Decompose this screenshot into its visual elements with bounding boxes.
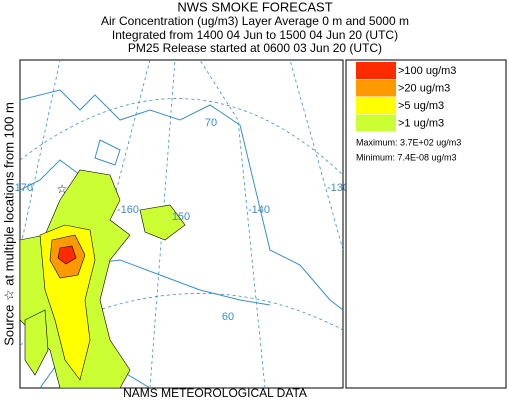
legend-swatch: [356, 62, 396, 79]
grid-label: 60: [222, 311, 234, 323]
minimum: Minimum: 7.4E-08 ug/m3: [356, 152, 457, 162]
legend-label: >100 ug/m3: [398, 65, 456, 77]
subtitle: PM25 Release started at 0600 03 Jun 20 (…: [128, 41, 382, 55]
grid-label: 150: [172, 211, 190, 223]
legend-swatch: [356, 79, 396, 97]
legend-label: >5 ug/m3: [398, 100, 444, 112]
legend-swatch: [356, 114, 396, 132]
source-marker: ☆: [57, 182, 68, 196]
subtitle: Integrated from 1400 04 Jun to 1500 04 J…: [112, 28, 398, 42]
grid-label: -130: [327, 182, 349, 194]
maximum: Maximum: 3.7E+02 ug/m3: [356, 137, 461, 147]
footer: NAMS METEOROLOGICAL DATA: [123, 386, 307, 400]
grid-label: -160: [117, 204, 139, 216]
legend: Maximum: 3.7E+02 ug/m3 Minimum: 7.4E-08 …: [345, 59, 507, 389]
title: NWS SMOKE FORECAST: [177, 0, 332, 14]
grid-label: -170: [11, 182, 33, 194]
grid-label: 70: [205, 117, 217, 129]
side-label: Source ☆ at multiple locations from 100 …: [1, 102, 16, 346]
legend-label: >20 ug/m3: [398, 82, 450, 94]
grid-label: -140: [248, 204, 270, 216]
map: ☆ 70 -170 -160 150 -140 -130 60: [11, 59, 349, 389]
legend-label: >1 ug/m3: [398, 117, 444, 129]
subtitle: Air Concentration (ug/m3) Layer Average …: [101, 14, 409, 28]
legend-swatch: [356, 97, 396, 114]
